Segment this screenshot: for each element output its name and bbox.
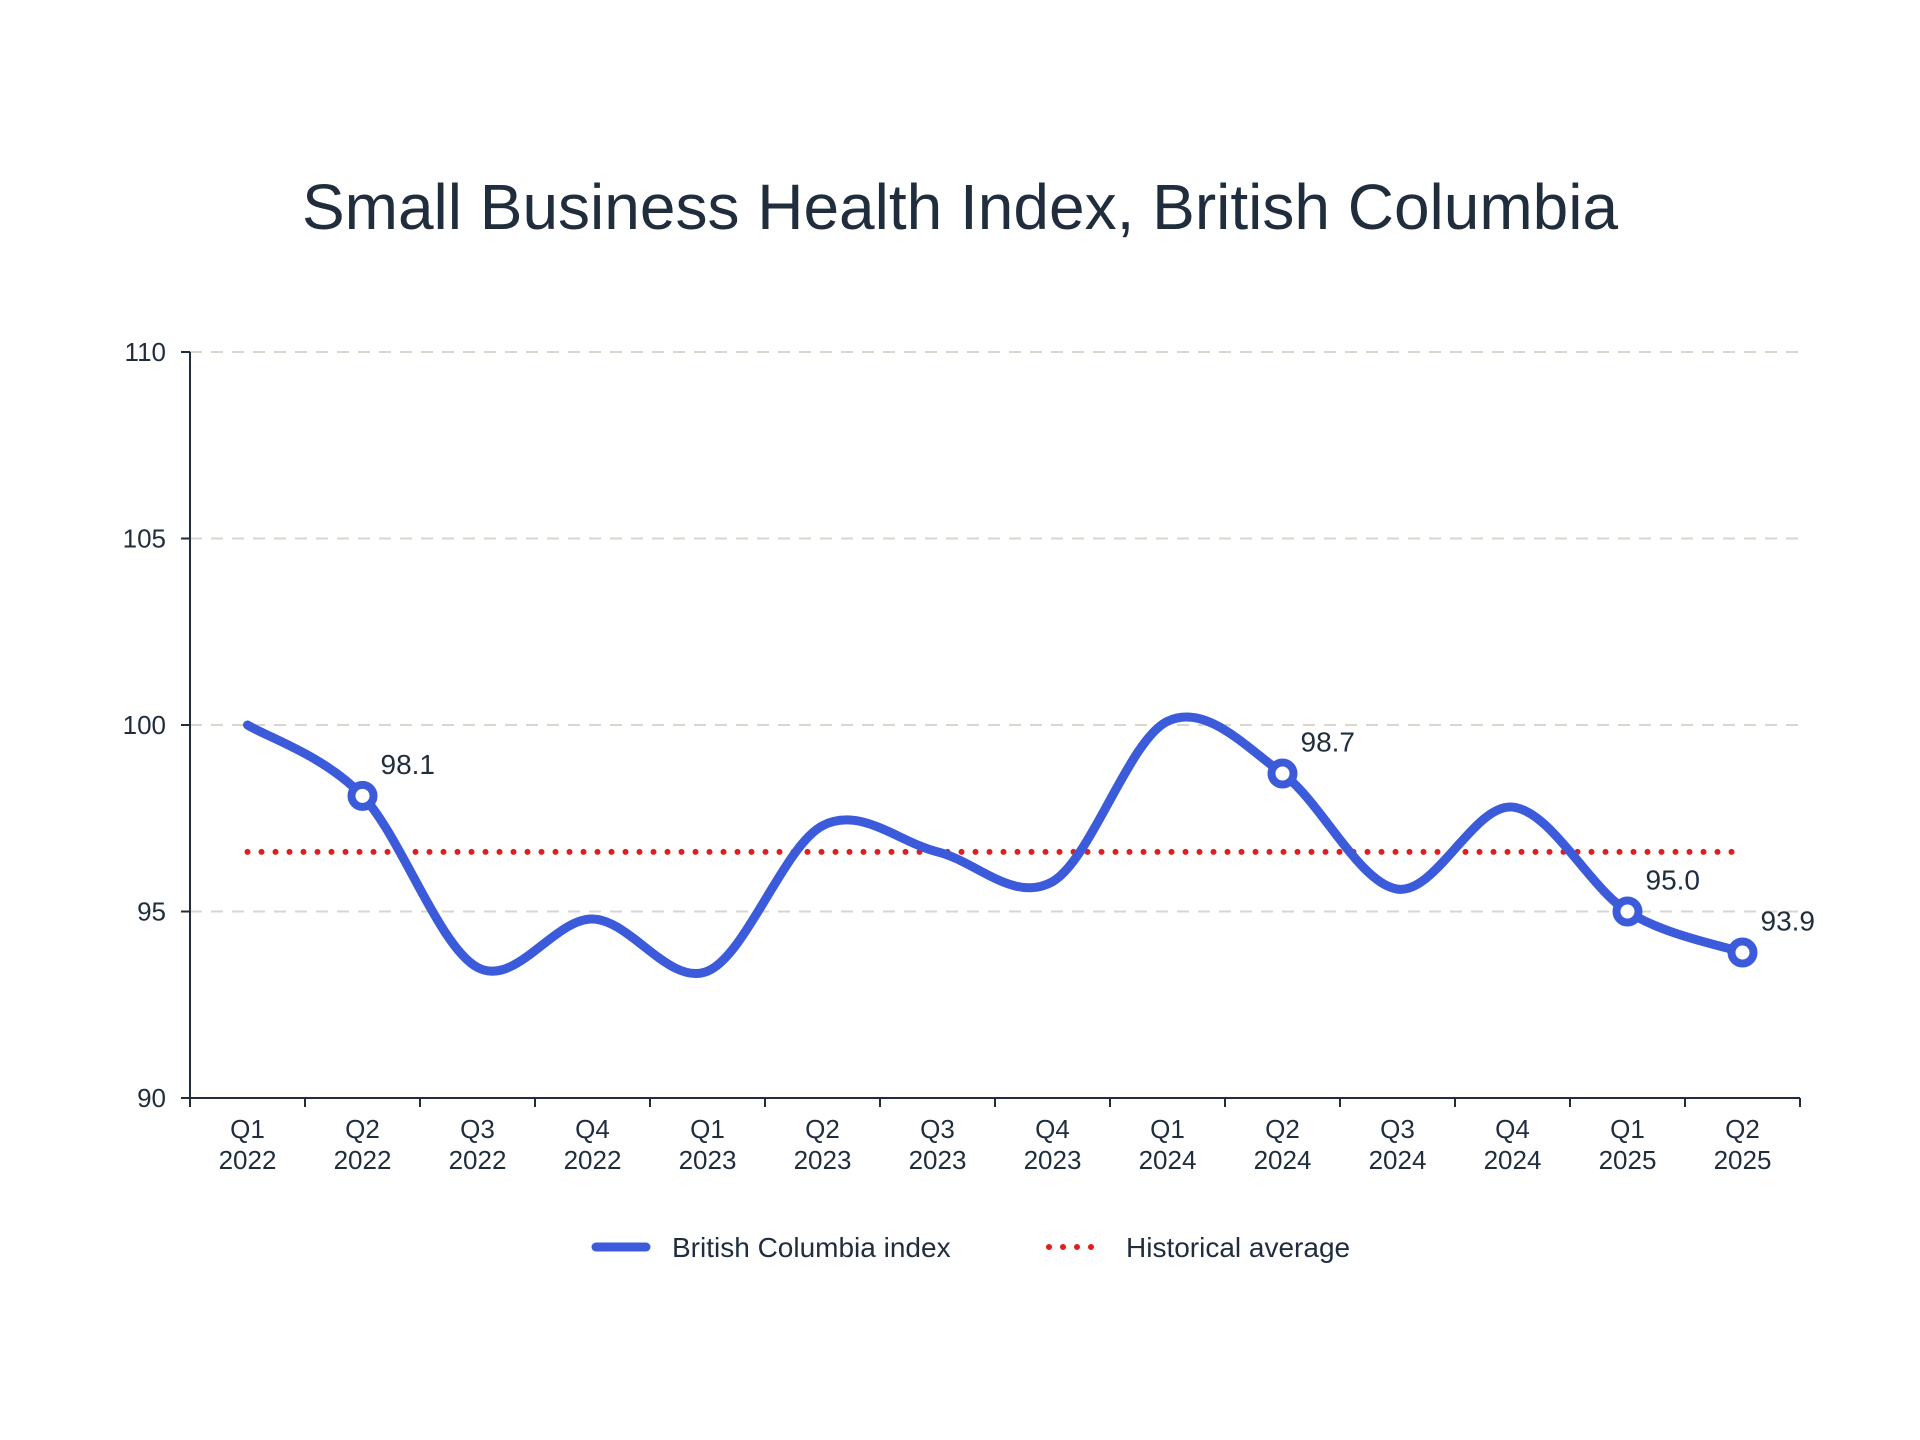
x-tick-label-quarter: Q2 [805, 1114, 840, 1144]
data-label: 95.0 [1646, 865, 1701, 896]
x-tick-label-quarter: Q1 [1610, 1114, 1645, 1144]
legend-label-historical-average: Historical average [1126, 1232, 1350, 1263]
y-tick-label-105: 105 [123, 524, 166, 554]
data-label: 98.1 [381, 749, 436, 780]
x-tick-label-quarter: Q1 [1150, 1114, 1185, 1144]
x-tick-label-year: 2024 [1254, 1145, 1312, 1175]
x-tick-label-year: 2023 [679, 1145, 737, 1175]
x-tick-label-quarter: Q3 [1380, 1114, 1415, 1144]
y-tick-label-100: 100 [123, 710, 166, 740]
data-label: 93.9 [1761, 906, 1816, 937]
x-tick-label-quarter: Q3 [920, 1114, 955, 1144]
x-tick-label-quarter: Q2 [1265, 1114, 1300, 1144]
x-tick-label-year: 2025 [1599, 1145, 1657, 1175]
x-tick-label-year: 2022 [449, 1145, 507, 1175]
y-tick-label-110: 110 [125, 337, 166, 367]
chart-title: Small Business Health Index, British Col… [301, 171, 1619, 243]
data-point-marker [347, 780, 378, 811]
data-labels: 98.1 98.7 95.0 93.9 [381, 726, 1816, 936]
x-tick-label-year: 2023 [909, 1145, 967, 1175]
x-tick-label-year: 2023 [794, 1145, 852, 1175]
legend: British Columbia index Historical average [591, 1232, 1350, 1263]
x-tick-label-year: 2025 [1714, 1145, 1772, 1175]
bc-index-line [243, 712, 1747, 978]
x-tick-label-quarter: Q2 [345, 1114, 380, 1144]
x-tick-label-year: 2022 [334, 1145, 392, 1175]
x-tick-label-year: 2024 [1139, 1145, 1197, 1175]
x-tick-label-year: 2022 [564, 1145, 622, 1175]
y-tick-label-95: 95 [137, 897, 166, 927]
data-point-marker [1612, 896, 1643, 927]
x-tick-label-year: 2024 [1484, 1145, 1542, 1175]
x-tick-label-year: 2022 [219, 1145, 277, 1175]
data-point-marker [1727, 937, 1758, 968]
y-tick-label-90: 90 [137, 1083, 166, 1113]
legend-label-bc-index: British Columbia index [672, 1232, 951, 1263]
data-point-marker [1267, 758, 1298, 789]
bc-index-series [243, 712, 1758, 978]
axes: 9095100105110Q12022Q22022Q32022Q42022Q12… [123, 337, 1801, 1175]
x-tick-label-quarter: Q4 [1495, 1114, 1530, 1144]
data-label: 98.7 [1301, 726, 1356, 757]
x-tick-label-quarter: Q1 [230, 1114, 265, 1144]
x-tick-label-quarter: Q1 [690, 1114, 725, 1144]
x-tick-label-year: 2023 [1024, 1145, 1082, 1175]
x-tick-label-year: 2024 [1369, 1145, 1427, 1175]
x-tick-label-quarter: Q4 [1035, 1114, 1070, 1144]
gridlines [190, 351, 1800, 913]
x-tick-label-quarter: Q2 [1725, 1114, 1760, 1144]
x-tick-label-quarter: Q4 [575, 1114, 610, 1144]
x-tick-label-quarter: Q3 [460, 1114, 495, 1144]
